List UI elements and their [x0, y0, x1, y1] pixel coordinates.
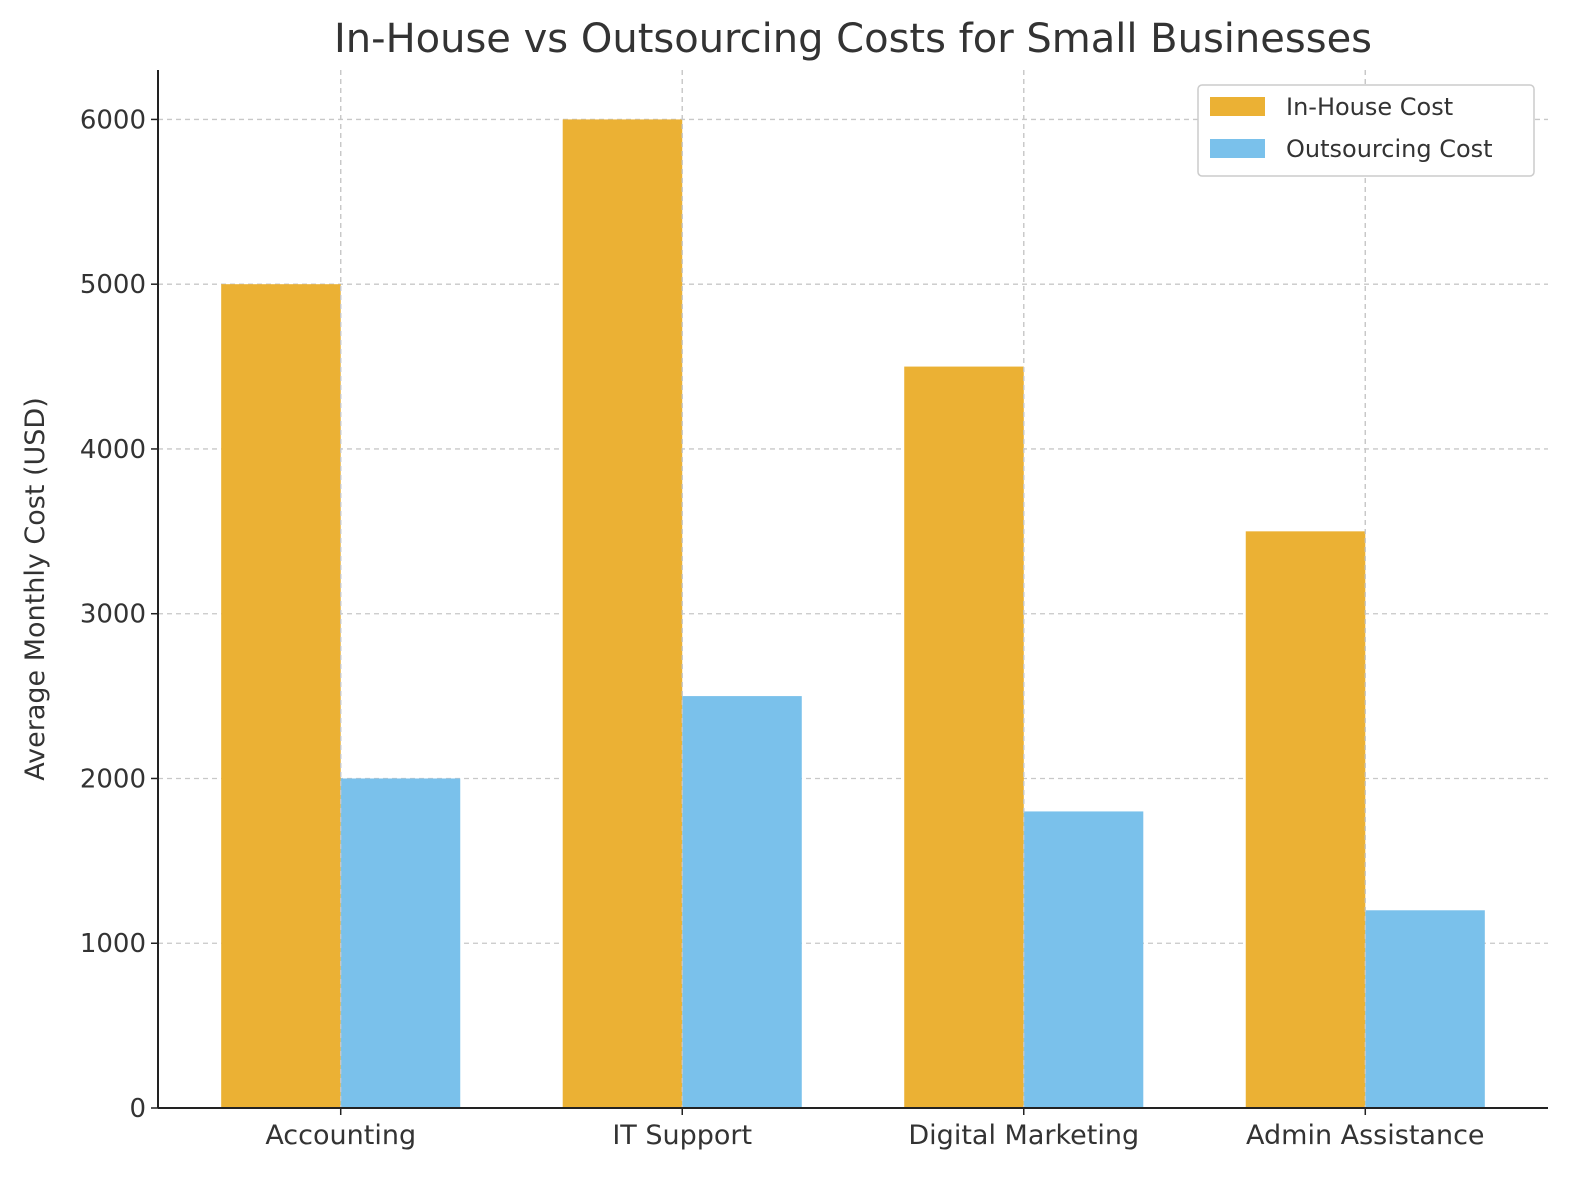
bar-outsourcing-cost [682, 696, 802, 1108]
legend-swatch [1210, 97, 1265, 116]
y-axis-label: Average Monthly Cost (USD) [20, 397, 51, 781]
x-tick-label: Accounting [265, 1120, 416, 1151]
bar-in-house-cost [562, 119, 683, 1108]
legend-label: In-House Cost [1286, 93, 1453, 121]
bar-outsourcing-cost [1365, 910, 1485, 1108]
bars [221, 70, 1485, 1109]
x-tick-label: Admin Assistance [1246, 1120, 1485, 1151]
legend: In-House Cost Outsourcing Cost [1197, 84, 1535, 177]
y-tick-label: 5000 [80, 270, 146, 300]
legend-swatch [1210, 139, 1265, 158]
x-tick-label: IT Support [612, 1120, 752, 1151]
y-tick-label: 6000 [80, 105, 146, 135]
bar-in-house-cost [904, 366, 1024, 1109]
y-tick-label: 1000 [80, 929, 146, 959]
chart-title: In-House vs Outsourcing Costs for Small … [334, 16, 1372, 62]
legend-label: Outsourcing Cost [1286, 135, 1493, 163]
x-tick-label: Digital Marketing [908, 1120, 1139, 1151]
axes: 0 1000 2000 3000 4000 5000 6000 Accounting IT Su… [80, 70, 1548, 1151]
y-tick-label: 4000 [80, 435, 146, 465]
y-tick-label: 0 [129, 1094, 146, 1124]
y-tick-label: 3000 [80, 600, 146, 630]
legend-box [1197, 84, 1535, 177]
bar-in-house-cost [1245, 531, 1366, 1108]
bar-outsourcing-cost [1023, 811, 1144, 1108]
bar-in-house-cost [221, 284, 341, 1108]
bar-outsourcing-cost [340, 778, 461, 1108]
y-tick-label: 2000 [80, 764, 146, 794]
